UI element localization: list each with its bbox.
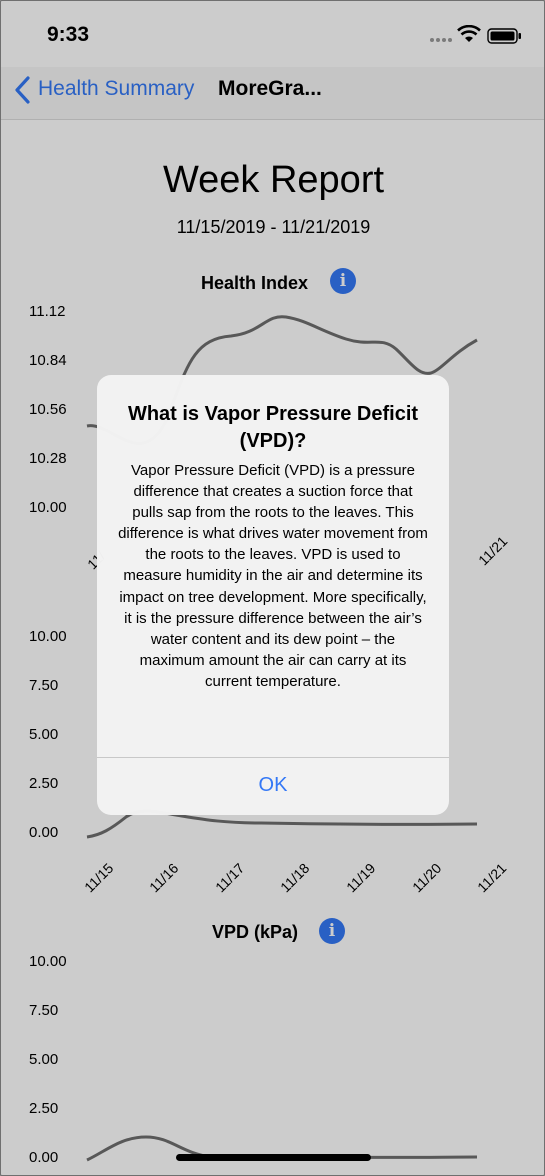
navigation-bar: Health Summary MoreGra... <box>1 67 544 120</box>
y-tick-label: 7.50 <box>29 1002 59 1019</box>
chevron-left-icon[interactable] <box>13 75 33 105</box>
home-indicator <box>176 1154 371 1161</box>
alert-message: Vapor Pressure Deficit (VPD) is a pressu… <box>118 462 428 690</box>
y-tick-label: 5.00 <box>29 1051 59 1068</box>
status-bar: 9:33 <box>1 1 544 67</box>
y-tick-label: 5.00 <box>29 726 59 743</box>
y-tick-label: 10.56 <box>29 401 67 418</box>
cellular-signal-icon <box>430 38 452 42</box>
y-tick-label: 11.12 <box>29 303 66 320</box>
report-date-range: 11/15/2019 - 11/21/2019 <box>176 217 371 237</box>
chart-title-vpd: VPD (kPa) <box>212 922 299 942</box>
alert-divider <box>97 757 449 758</box>
y-tick-label: 10.00 <box>29 499 67 516</box>
back-button[interactable]: Health Summary <box>38 77 195 100</box>
y-tick-label: 10.00 <box>29 953 67 970</box>
nav-title: MoreGra... <box>218 77 322 100</box>
y-tick-label: 10.28 <box>29 450 67 467</box>
info-icon[interactable]: i <box>319 918 345 944</box>
y-tick-label: 0.00 <box>29 824 59 841</box>
wifi-icon <box>457 25 481 42</box>
battery-icon <box>487 28 521 44</box>
report-title: Week Report <box>162 159 385 201</box>
info-icon[interactable]: i <box>330 268 356 294</box>
y-tick-label: 2.50 <box>29 775 59 792</box>
y-tick-label: 2.50 <box>29 1100 59 1117</box>
y-tick-label: 7.50 <box>29 677 59 694</box>
status-time: 9:33 <box>47 23 90 46</box>
alert-title: What is Vapor Pressure Deficit (VPD)? <box>127 403 419 452</box>
vpd-info-alert: What is Vapor Pressure Deficit (VPD)? Va… <box>97 375 449 815</box>
y-tick-label: 10.84 <box>29 352 67 369</box>
y-tick-label: 10.00 <box>29 628 67 645</box>
ok-button[interactable]: OK <box>258 774 288 796</box>
chart-title-health-index: Health Index <box>201 273 309 293</box>
y-tick-label: 0.00 <box>29 1149 59 1166</box>
